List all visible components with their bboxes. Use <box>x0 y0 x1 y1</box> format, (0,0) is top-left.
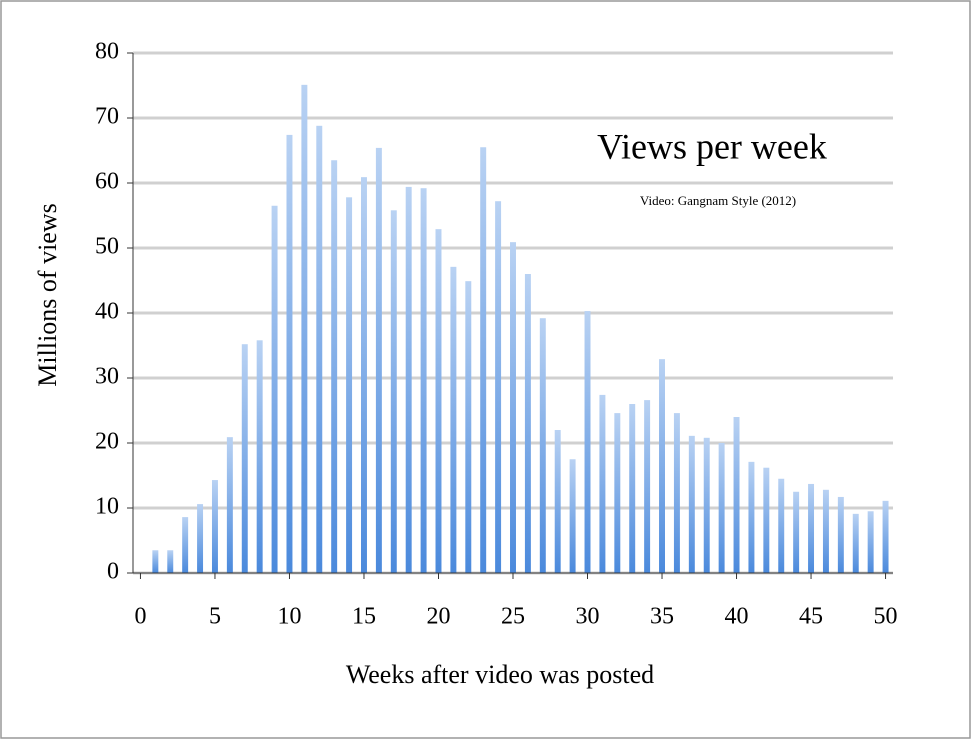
bar <box>450 266 457 573</box>
bar <box>569 459 576 573</box>
bar <box>375 147 382 573</box>
bar <box>748 461 755 573</box>
bar <box>346 197 353 574</box>
y-axis-label: Millions of views <box>33 203 62 386</box>
x-tick-label: 50 <box>874 604 898 630</box>
bar <box>331 160 338 573</box>
bar <box>182 517 189 573</box>
bar <box>197 504 204 573</box>
bar <box>361 177 367 573</box>
bar <box>152 550 159 573</box>
bar <box>703 437 710 573</box>
x-tick-label: 45 <box>799 604 823 630</box>
bar <box>286 134 293 573</box>
x-tick-label: 40 <box>725 604 749 630</box>
bar <box>420 188 427 573</box>
x-tick-label: 25 <box>501 604 525 630</box>
bar <box>644 400 651 573</box>
bar <box>390 210 397 574</box>
bar <box>614 413 621 573</box>
bar <box>837 496 844 573</box>
y-tick-label: 30 <box>95 364 119 390</box>
chart-title: Views per week <box>597 126 827 166</box>
bar <box>763 467 770 573</box>
bar <box>510 242 516 573</box>
bar <box>733 417 740 573</box>
y-tick-label: 80 <box>95 39 119 65</box>
bar <box>688 435 695 573</box>
bar <box>211 480 218 573</box>
x-tick-label: 15 <box>352 604 376 630</box>
bar <box>554 430 561 573</box>
y-tick-label: 0 <box>107 559 119 585</box>
bar <box>256 340 263 573</box>
bar <box>718 443 725 573</box>
bar <box>822 489 829 573</box>
y-tick-label: 60 <box>95 169 119 195</box>
bar <box>778 478 785 573</box>
bar <box>226 437 233 573</box>
bar <box>435 229 442 573</box>
bar <box>524 274 531 573</box>
x-tick-label: 10 <box>277 604 301 630</box>
bar <box>465 281 472 573</box>
bar <box>659 359 665 573</box>
bar <box>673 413 680 573</box>
x-tick-label: 30 <box>576 604 600 630</box>
bar <box>271 205 278 573</box>
bar <box>480 147 487 573</box>
x-tick-label: 5 <box>209 604 221 630</box>
bar <box>867 511 874 573</box>
x-tick-label: 0 <box>134 604 146 630</box>
bar <box>316 125 323 574</box>
y-tick-label: 20 <box>95 429 119 455</box>
bar <box>852 513 859 573</box>
bar <box>882 500 889 573</box>
bar <box>405 186 412 573</box>
y-tick-label: 40 <box>95 299 119 325</box>
bar <box>599 394 606 573</box>
bar <box>301 84 308 573</box>
bar <box>167 550 174 573</box>
bar <box>241 344 248 573</box>
x-tick-label: 20 <box>426 604 450 630</box>
bar <box>584 311 591 573</box>
bar <box>793 491 800 573</box>
chart-subtitle: Video: Gangnam Style (2012) <box>640 193 796 208</box>
y-tick-label: 70 <box>95 104 119 130</box>
x-axis-label: Weeks after video was posted <box>346 660 654 689</box>
x-tick-label: 35 <box>650 604 674 630</box>
bar <box>629 404 636 573</box>
bar <box>539 318 546 573</box>
bar <box>495 201 502 573</box>
y-tick-label: 10 <box>95 494 119 520</box>
bar <box>808 483 815 573</box>
y-tick-label: 50 <box>95 234 119 260</box>
